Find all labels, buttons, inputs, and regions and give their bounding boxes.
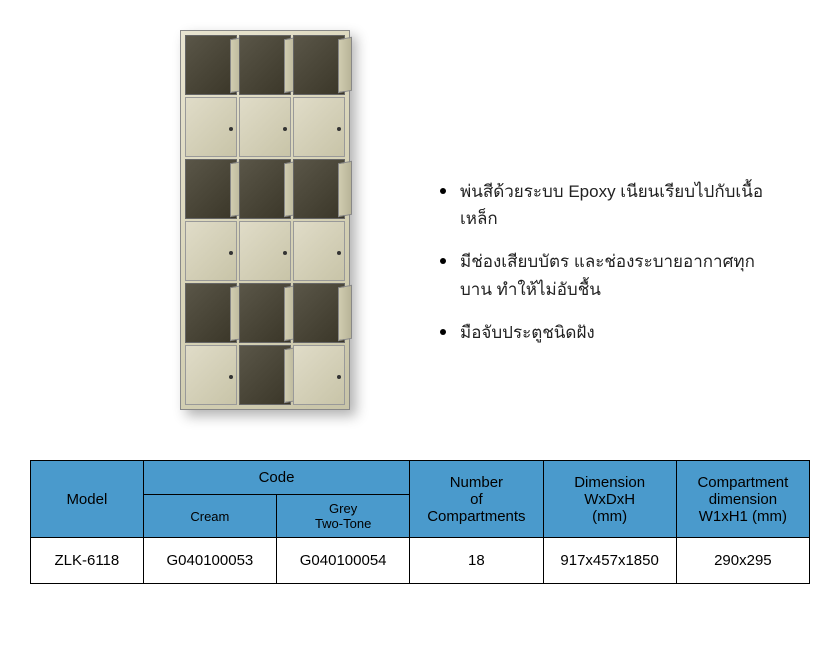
col-code: Code bbox=[143, 461, 410, 495]
cell-compartments: 18 bbox=[410, 538, 543, 584]
cell-dimension: 917x457x1850 bbox=[543, 538, 676, 584]
col-compartment-dim: Compartment dimension W1xH1 (mm) bbox=[676, 461, 809, 538]
product-image bbox=[180, 30, 380, 430]
feature-item: พ่นสีด้วยระบบ Epoxy เนียนเรียบไปกับเนื้อ… bbox=[440, 178, 780, 232]
cell-model: ZLK-6118 bbox=[31, 538, 144, 584]
feature-item: มือจับประตูชนิดฝัง bbox=[440, 319, 780, 346]
cell-compartment-dim: 290x295 bbox=[676, 538, 809, 584]
feature-list: พ่นสีด้วยระบบ Epoxy เนียนเรียบไปกับเนื้อ… bbox=[440, 98, 800, 362]
col-compartments: Number of Compartments bbox=[410, 461, 543, 538]
feature-item: มีช่องเสียบบัตร และช่องระบายอากาศทุกบาน … bbox=[440, 248, 780, 302]
col-code-cream: Cream bbox=[143, 495, 276, 538]
spec-table: Model Code Number of Compartments Dimens… bbox=[30, 460, 810, 584]
cell-code-cream: G040100053 bbox=[143, 538, 276, 584]
col-model: Model bbox=[31, 461, 144, 538]
col-dimension: Dimension WxDxH (mm) bbox=[543, 461, 676, 538]
cell-code-grey: G040100054 bbox=[277, 538, 410, 584]
col-code-grey: Grey Two-Tone bbox=[277, 495, 410, 538]
table-row: ZLK-6118 G040100053 G040100054 18 917x45… bbox=[31, 538, 810, 584]
